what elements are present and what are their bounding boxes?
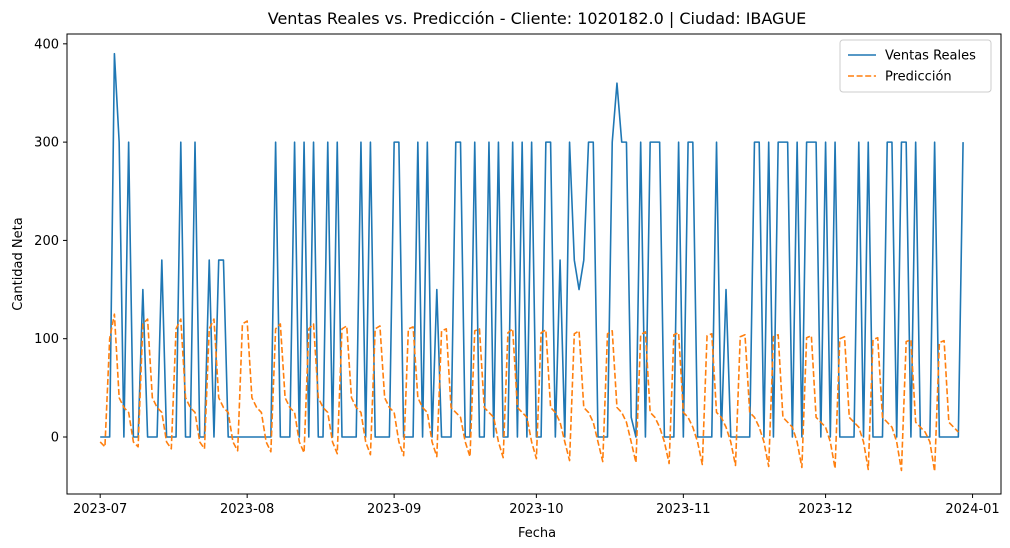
chart-title: Ventas Reales vs. Predicción - Cliente: … — [268, 9, 807, 28]
x-tick-label: 2023-10 — [509, 502, 563, 517]
legend-label-1: Ventas Reales — [885, 49, 976, 64]
y-tick-label: 300 — [34, 136, 59, 151]
y-tick-label: 100 — [34, 332, 59, 347]
x-tick-label: 2023-09 — [367, 502, 421, 517]
y-tick-label: 200 — [34, 234, 59, 249]
x-tick-label: 2024-01 — [945, 502, 999, 517]
legend-label-2: Predicción — [885, 70, 952, 85]
series-line-2 — [99, 313, 959, 473]
x-tick-label: 2023-12 — [798, 502, 852, 517]
x-tick-label: 2023-07 — [73, 502, 127, 517]
legend: Ventas Reales Predicción — [839, 39, 992, 93]
x-tick-label: 2023-11 — [656, 502, 710, 517]
plot-area: 0 100 200 300 400 2023-07 2023-08 2023-09 2023-1… — [34, 33, 1002, 517]
x-axis-label: Fecha — [518, 526, 556, 541]
legend-box — [839, 39, 992, 93]
series-line-1 — [100, 52, 964, 438]
y-tick-label: 0 — [51, 430, 59, 445]
y-axis-label: Cantidad Neta — [11, 217, 26, 310]
x-tick-label: 2023-08 — [220, 502, 274, 517]
plot-frame — [66, 33, 1002, 495]
y-tick-label: 400 — [34, 37, 59, 52]
